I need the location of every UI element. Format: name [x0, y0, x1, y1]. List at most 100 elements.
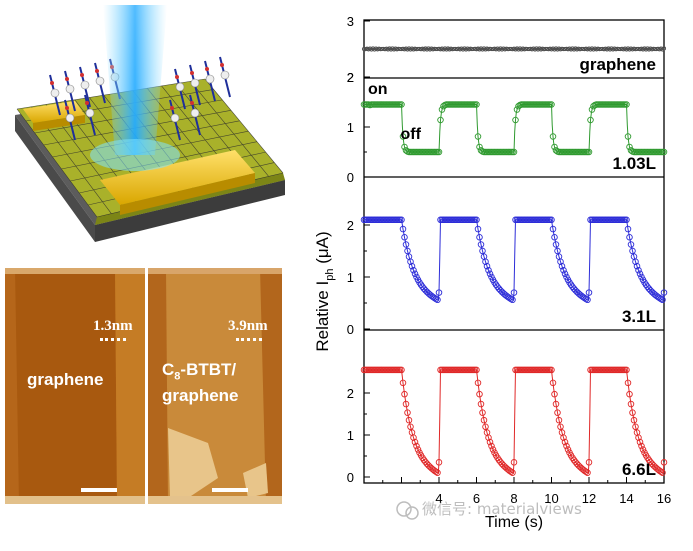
data-point	[401, 234, 408, 241]
label-c: C	[162, 360, 175, 379]
data-point	[551, 143, 558, 151]
step-marker-right	[236, 338, 262, 341]
data-point	[661, 46, 667, 51]
data-point	[399, 225, 407, 233]
data-point	[564, 446, 572, 453]
data-point	[627, 241, 635, 248]
x-tick-label: 6	[473, 491, 480, 506]
molecule	[174, 68, 186, 110]
data-point	[474, 225, 482, 233]
data-point	[588, 106, 596, 113]
data-point	[551, 234, 558, 241]
data-point	[585, 148, 593, 156]
data-point	[513, 106, 521, 113]
data-point	[485, 434, 492, 441]
afm-image-graphene: 1.3nm graphene	[5, 268, 145, 504]
data-point	[399, 379, 407, 387]
off-label: off	[401, 126, 422, 143]
data-point	[404, 409, 411, 416]
data-point	[398, 101, 405, 108]
data-point	[399, 133, 407, 140]
data-point	[623, 101, 630, 108]
data-point	[413, 442, 420, 450]
molecule	[169, 99, 181, 141]
panel-label: graphene	[579, 55, 656, 74]
data-point	[657, 295, 665, 303]
data-point	[632, 258, 639, 265]
molecule	[189, 64, 201, 106]
data-point	[633, 262, 641, 270]
x-tick-label: 16	[657, 491, 671, 506]
data-point	[435, 459, 443, 466]
data-point	[509, 469, 516, 476]
data-point	[432, 295, 440, 303]
afm-thickness-right: 3.9nm	[228, 318, 268, 334]
x-tick-label: 12	[582, 491, 596, 506]
molecule	[64, 70, 76, 112]
data-point	[479, 409, 486, 416]
data-point	[636, 270, 644, 278]
data-point	[557, 423, 564, 431]
data-point	[585, 289, 593, 296]
data-point	[401, 143, 408, 151]
data-point	[548, 366, 555, 374]
x-tick-label: 8	[510, 491, 517, 506]
data-point	[474, 133, 482, 140]
data-point	[555, 416, 563, 424]
data-point	[635, 266, 642, 274]
data-point	[482, 423, 489, 431]
data-point	[512, 116, 519, 124]
data-point	[582, 295, 590, 303]
series-line	[364, 219, 665, 301]
afm-thickness-left: 1.3nm	[93, 318, 133, 334]
data-point	[405, 416, 413, 424]
y-tick-label: 1	[347, 428, 354, 443]
x-tick-label: 10	[544, 491, 558, 506]
molecule	[64, 99, 76, 141]
series-markers	[360, 366, 668, 476]
data-point	[552, 400, 560, 408]
data-point	[402, 241, 410, 248]
data-point	[563, 442, 570, 450]
molecule	[84, 94, 96, 136]
y-tick-label: 1	[347, 120, 354, 135]
step-marker-left	[100, 338, 126, 341]
data-point	[626, 234, 633, 241]
data-point	[482, 258, 489, 265]
data-point	[488, 442, 495, 450]
x-axis-label: Time (s)	[485, 514, 543, 531]
series-markers	[360, 216, 668, 304]
label-sub-8: 8	[174, 370, 181, 383]
molecule	[94, 62, 106, 104]
data-point	[398, 366, 405, 374]
data-point	[434, 296, 441, 304]
data-point	[476, 143, 483, 151]
data-point	[435, 148, 443, 156]
panel-label: 6.6L	[622, 460, 656, 479]
data-point	[551, 390, 558, 398]
data-point	[561, 438, 569, 446]
data-point	[624, 225, 632, 233]
data-point	[624, 133, 632, 140]
data-point	[558, 262, 566, 270]
molecule	[189, 94, 201, 136]
data-point	[407, 423, 414, 431]
data-point	[473, 366, 480, 374]
data-point	[560, 266, 567, 274]
data-point	[623, 366, 630, 374]
watermark: 微信号: materialviews	[396, 500, 582, 520]
y-tick-label: 2	[347, 70, 354, 85]
data-point	[554, 247, 561, 255]
y-tick-label: 2	[347, 218, 354, 233]
data-point	[402, 400, 410, 408]
data-point	[629, 409, 636, 416]
data-point	[398, 216, 405, 224]
data-point	[627, 400, 635, 408]
y-tick-label: 2	[347, 70, 354, 85]
y-tick-label: 0	[347, 170, 354, 185]
data-point	[623, 216, 630, 224]
data-point	[632, 423, 639, 431]
data-point	[624, 379, 632, 387]
data-point	[407, 258, 414, 265]
molecule	[219, 56, 231, 98]
